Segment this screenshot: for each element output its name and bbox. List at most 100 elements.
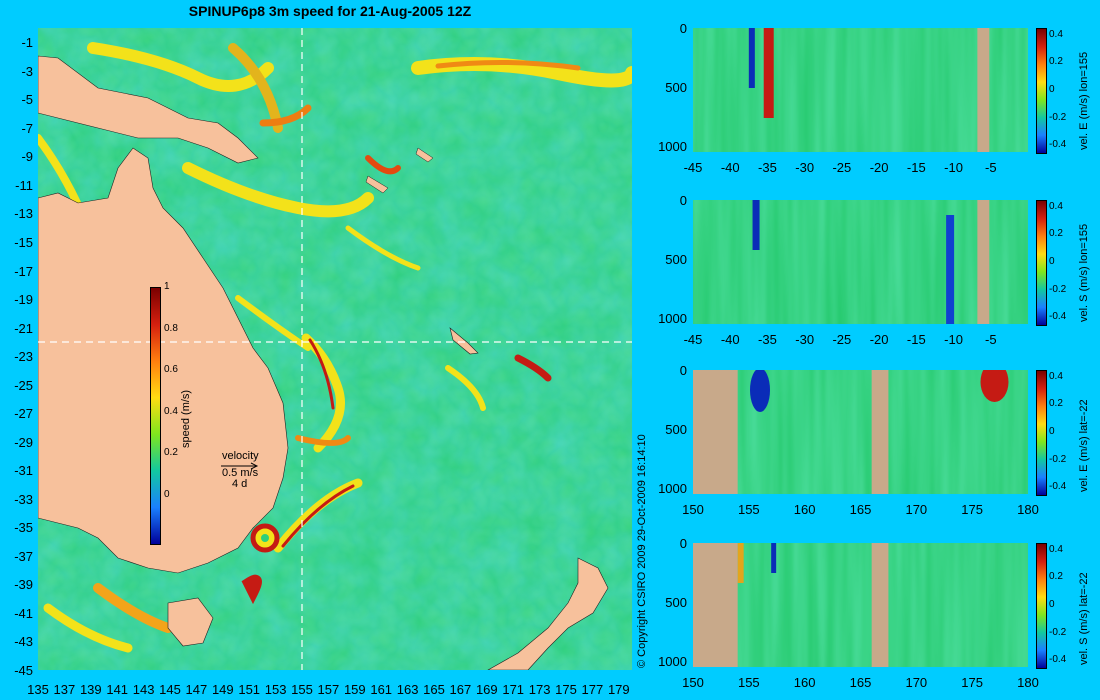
map-x-tick: 155 — [291, 682, 313, 697]
section-colorbar-tick: 0.2 — [1049, 571, 1063, 583]
section-panel — [693, 200, 1028, 324]
map-x-tick: 141 — [106, 682, 129, 697]
section-colorbar-tick: -0.4 — [1049, 654, 1067, 666]
section-y-tick: 500 — [665, 80, 687, 96]
map-x-tick: 147 — [185, 682, 208, 697]
section-x-tick: -20 — [869, 332, 889, 347]
map-colorbar-tick: 0.2 — [164, 447, 178, 459]
section-colorbar-tick: 0.4 — [1049, 200, 1063, 212]
speed-map-svg — [38, 28, 632, 670]
section-panel-svg — [693, 370, 1028, 494]
section-x-tick: 160 — [793, 502, 816, 517]
chart-title: SPINUP6p8 3m speed for 21-Aug-2005 12Z — [188, 3, 472, 19]
section-colorbar — [1036, 200, 1047, 326]
map-colorbar-tick: 0.8 — [164, 322, 178, 334]
section-y-tick: 0 — [679, 21, 687, 36]
map-y-tick: -45 — [14, 663, 33, 678]
section-x-tick: -45 — [683, 160, 703, 175]
map-x-tick: 137 — [53, 682, 76, 697]
section-panel-svg — [693, 543, 1028, 667]
section-y-tick: 500 — [665, 595, 687, 611]
map-x-tick: 177 — [581, 682, 604, 697]
map-y-tick: -13 — [14, 206, 33, 222]
map-x-tick: 163 — [396, 682, 419, 697]
section-x-tick: -15 — [906, 332, 926, 347]
section-x-tick: -40 — [720, 160, 740, 175]
map-x-tick: 169 — [475, 682, 498, 697]
section-colorbar-tick: 0 — [1049, 256, 1055, 267]
section-colorbar-tick: 0 — [1049, 84, 1055, 95]
velocity-legend-scale: 0.5 m/s — [222, 467, 259, 479]
section-y-tick: 0 — [679, 363, 687, 378]
section-colorbar-tick: -0.2 — [1049, 283, 1067, 295]
map-y-tick: -25 — [14, 377, 33, 393]
map-x-tick: 149 — [211, 682, 234, 697]
map-y-tick: -15 — [14, 235, 33, 250]
velocity-legend-title: velocity — [222, 450, 259, 462]
land-new-caledonia — [449, 327, 479, 355]
section-x-tick: -30 — [795, 332, 815, 347]
section-land — [693, 370, 738, 494]
section-panel-svg — [693, 200, 1028, 324]
section-texture — [693, 543, 1028, 667]
section-land — [871, 543, 889, 667]
section-colorbar-label: vel. S (m/s) lat=-22 — [1078, 572, 1090, 665]
map-y-tick: -17 — [14, 263, 33, 279]
section-x-tick: 165 — [849, 675, 872, 690]
map-y-tick: -1 — [21, 35, 33, 51]
section-colorbar-tick: 0.2 — [1049, 398, 1063, 410]
section-colorbar-tick: 0 — [1049, 426, 1055, 437]
section-texture — [693, 200, 1028, 324]
eddy-core — [261, 534, 269, 542]
section-colorbar-tick: 0.4 — [1049, 28, 1063, 40]
section-x-tick: -35 — [758, 332, 777, 347]
section-colorbar-tick: -0.2 — [1049, 111, 1067, 123]
section-x-tick: -40 — [720, 332, 740, 347]
map-x-tick: 139 — [79, 682, 102, 697]
section-y-tick: 500 — [665, 252, 687, 268]
land-new-guinea — [38, 55, 259, 164]
section-panel — [693, 28, 1028, 152]
map-colorbar-tick: 0 — [164, 489, 170, 500]
land-tasmania — [167, 597, 214, 647]
velocity-legend-arrow — [221, 462, 259, 470]
section-x-tick: 175 — [961, 502, 984, 517]
speed-map — [38, 28, 632, 670]
map-x-tick: 157 — [317, 682, 340, 697]
land-australia — [38, 147, 289, 574]
map-y-tick: -23 — [14, 349, 33, 365]
section-colorbar-label: vel. S (m/s) lon=155 — [1078, 223, 1090, 322]
section-texture — [693, 28, 1028, 152]
map-colorbar — [150, 287, 161, 545]
section-colorbar-label: vel. E (m/s) lat=-22 — [1078, 399, 1090, 492]
map-x-tick: 179 — [607, 682, 630, 697]
land-island — [415, 147, 434, 163]
section-feature — [750, 370, 770, 412]
map-colorbar-tick: 0.6 — [164, 364, 178, 376]
section-feature — [980, 370, 1009, 402]
map-y-tick: -11 — [15, 177, 33, 193]
section-x-tick: 175 — [961, 675, 984, 690]
section-land — [871, 370, 889, 494]
map-y-tick: -19 — [14, 292, 33, 308]
section-colorbar-tick: 0.4 — [1049, 543, 1063, 555]
section-feature — [737, 543, 744, 583]
section-feature — [763, 28, 774, 118]
section-colorbar-tick: 0 — [1049, 599, 1055, 610]
map-y-tick: -43 — [14, 634, 33, 650]
map-colorbar-label: speed (m/s) — [180, 389, 192, 448]
section-x-tick: -5 — [984, 332, 997, 347]
map-y-tick: -41 — [14, 605, 33, 621]
map-y-tick: -35 — [14, 520, 33, 536]
section-x-tick: 180 — [1017, 502, 1039, 517]
section-colorbar-tick: 0.2 — [1049, 228, 1063, 240]
map-y-tick: -7 — [21, 120, 33, 136]
section-y-tick: 1000 — [658, 311, 687, 327]
section-x-tick: -10 — [944, 332, 963, 347]
section-colorbar-tick: -0.2 — [1049, 453, 1067, 465]
map-y-tick: -31 — [14, 463, 33, 479]
map-y-tick: -33 — [14, 491, 33, 507]
section-x-tick: -25 — [832, 160, 852, 175]
section-feature — [748, 28, 755, 88]
section-colorbar — [1036, 543, 1047, 669]
